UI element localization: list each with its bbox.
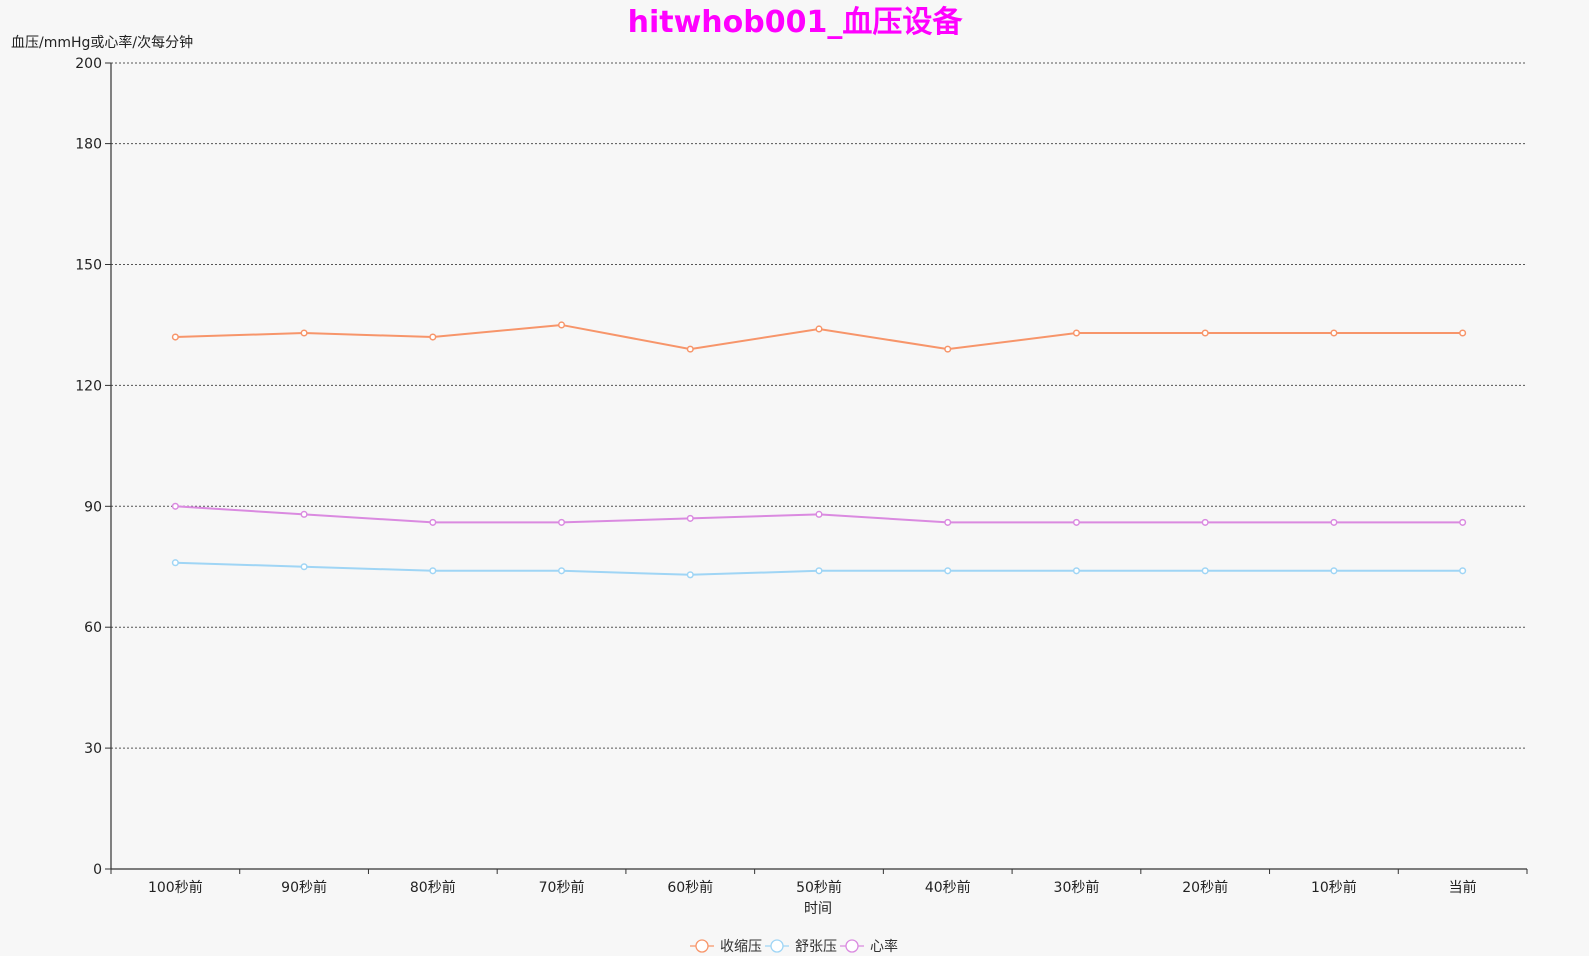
data-point[interactable] [686, 571, 694, 579]
data-point[interactable] [300, 510, 308, 518]
series-0 [171, 321, 1467, 353]
data-point[interactable] [1072, 567, 1081, 575]
data-point[interactable] [1072, 329, 1081, 337]
chart-title: hitwhob001_血压设备 [628, 5, 964, 40]
series-1 [171, 559, 1467, 579]
x-tick-label: 30秒前 [1054, 879, 1100, 896]
data-point[interactable] [815, 510, 823, 518]
x-tick-label: 20秒前 [1182, 879, 1228, 896]
data-point[interactable] [815, 325, 823, 333]
data-point[interactable] [944, 567, 952, 575]
axes: 0 30 60 90 120 150 180 200 100秒前 90秒前 80秒前 70秒前 60秒前… [75, 56, 1528, 896]
x-tick-label: 100秒前 [148, 879, 203, 896]
x-tick-label: 10秒前 [1311, 879, 1357, 896]
x-axis-label: 时间 [804, 901, 832, 917]
legend-marker-icon [695, 939, 709, 953]
data-point[interactable] [686, 345, 694, 353]
data-point[interactable] [1330, 518, 1338, 526]
data-point[interactable] [300, 329, 308, 337]
data-point[interactable] [557, 321, 566, 329]
data-point[interactable] [944, 345, 952, 353]
x-tick-label: 70秒前 [539, 879, 585, 896]
x-tick-label: 90秒前 [281, 879, 327, 896]
data-point[interactable] [557, 518, 566, 526]
x-tick-label: 50秒前 [796, 879, 842, 896]
y-tick-label: 0 [93, 862, 102, 878]
data-point[interactable] [1201, 567, 1209, 575]
x-tick-label: 当前 [1449, 879, 1477, 896]
y-tick-label: 60 [84, 620, 102, 636]
legend-item[interactable]: 心率 [840, 938, 898, 955]
y-tick-label: 30 [84, 741, 102, 757]
data-point[interactable] [686, 514, 694, 522]
y-tick-label: 120 [75, 378, 102, 394]
data-point[interactable] [429, 567, 437, 575]
y-tick-label: 200 [75, 56, 102, 72]
y-tick-label: 90 [84, 499, 102, 515]
data-point[interactable] [1330, 567, 1338, 575]
legend-label: 心率 [870, 938, 898, 955]
legend-label: 舒张压 [795, 939, 837, 955]
data-point[interactable] [171, 502, 179, 510]
legend-item[interactable]: 舒张压 [765, 939, 837, 955]
legend-label: 收缩压 [720, 939, 762, 955]
data-point[interactable] [557, 567, 566, 575]
data-point[interactable] [171, 333, 179, 341]
data-point[interactable] [1072, 518, 1081, 526]
data-point[interactable] [815, 567, 823, 575]
data-point[interactable] [171, 559, 179, 567]
data-point[interactable] [1459, 518, 1467, 526]
data-point[interactable] [300, 563, 308, 571]
series-2 [171, 502, 1467, 526]
data-point[interactable] [1330, 329, 1338, 337]
data-point[interactable] [944, 518, 952, 526]
x-tick-label: 80秒前 [410, 879, 456, 896]
series-lines [171, 321, 1467, 579]
grid-lines [111, 62, 1527, 749]
data-point[interactable] [1459, 329, 1467, 337]
legend: 收缩压 舒张压 心率 [690, 938, 898, 955]
data-point[interactable] [1201, 329, 1209, 337]
data-point[interactable] [1459, 567, 1467, 575]
data-point[interactable] [429, 333, 437, 341]
legend-item[interactable]: 收缩压 [690, 939, 762, 955]
legend-marker-icon [770, 939, 784, 953]
y-tick-label: 150 [75, 258, 102, 274]
y-tick-label: 180 [75, 137, 102, 153]
y-axis-label: 血压/mmHg或心率/次每分钟 [11, 34, 193, 51]
legend-marker-icon [845, 939, 859, 953]
data-point[interactable] [429, 518, 437, 526]
data-point[interactable] [1201, 518, 1209, 526]
x-tick-label: 40秒前 [925, 879, 971, 896]
x-tick-label: 60秒前 [667, 879, 713, 896]
